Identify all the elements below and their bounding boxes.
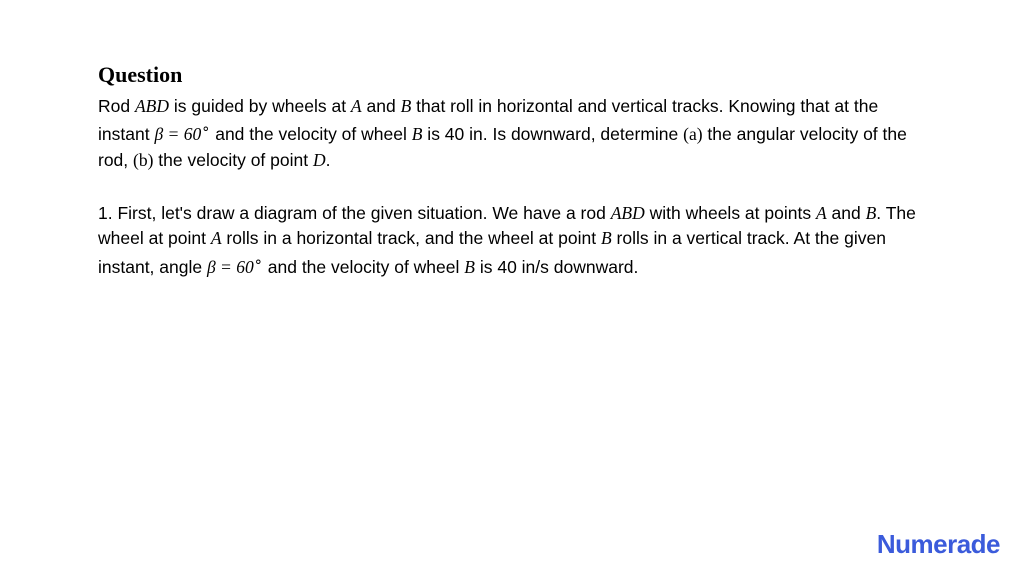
- math-b5: B: [464, 257, 475, 277]
- math-b: B: [401, 96, 412, 116]
- math-abd2: ABD: [611, 203, 645, 223]
- logo-text: Numerade: [877, 529, 1000, 559]
- math-degree: ∘: [201, 121, 210, 137]
- text-fragment: is guided by wheels at: [169, 96, 351, 116]
- question-body: Rod ABD is guided by wheels at A and B t…: [98, 94, 926, 173]
- text-fragment: Rod: [98, 96, 135, 116]
- math-beta: β = 60: [154, 124, 201, 144]
- math-beta2: β = 60: [207, 257, 254, 277]
- math-degree2: ∘: [254, 254, 263, 270]
- text-fragment: .: [326, 150, 331, 170]
- math-d: D: [313, 150, 326, 170]
- text-fragment: and the velocity of wheel: [210, 124, 411, 144]
- text-fragment: and the velocity of wheel: [263, 257, 464, 277]
- content-region: Question Rod ABD is guided by wheels at …: [0, 0, 1024, 280]
- math-abd: ABD: [135, 96, 169, 116]
- math-b3: B: [866, 203, 877, 223]
- text-fragment: and: [827, 203, 866, 223]
- question-heading: Question: [98, 62, 926, 88]
- text-fragment: 1. First, let's draw a diagram of the gi…: [98, 203, 611, 223]
- math-part-b: (b): [133, 150, 153, 170]
- math-a3: A: [211, 228, 222, 248]
- math-b2: B: [412, 124, 423, 144]
- text-fragment: with wheels at points: [645, 203, 816, 223]
- math-a: A: [351, 96, 362, 116]
- math-a2: A: [816, 203, 827, 223]
- math-b4: B: [601, 228, 612, 248]
- step-body: 1. First, let's draw a diagram of the gi…: [98, 201, 926, 280]
- numerade-logo: Numerade: [877, 529, 1000, 560]
- math-part-a: (a): [683, 124, 702, 144]
- text-fragment: is 40 in. Is downward, determine: [422, 124, 683, 144]
- text-fragment: rolls in a horizontal track, and the whe…: [222, 228, 601, 248]
- text-fragment: is 40 in/s downward.: [475, 257, 638, 277]
- text-fragment: the velocity of point: [153, 150, 313, 170]
- text-fragment: and: [362, 96, 401, 116]
